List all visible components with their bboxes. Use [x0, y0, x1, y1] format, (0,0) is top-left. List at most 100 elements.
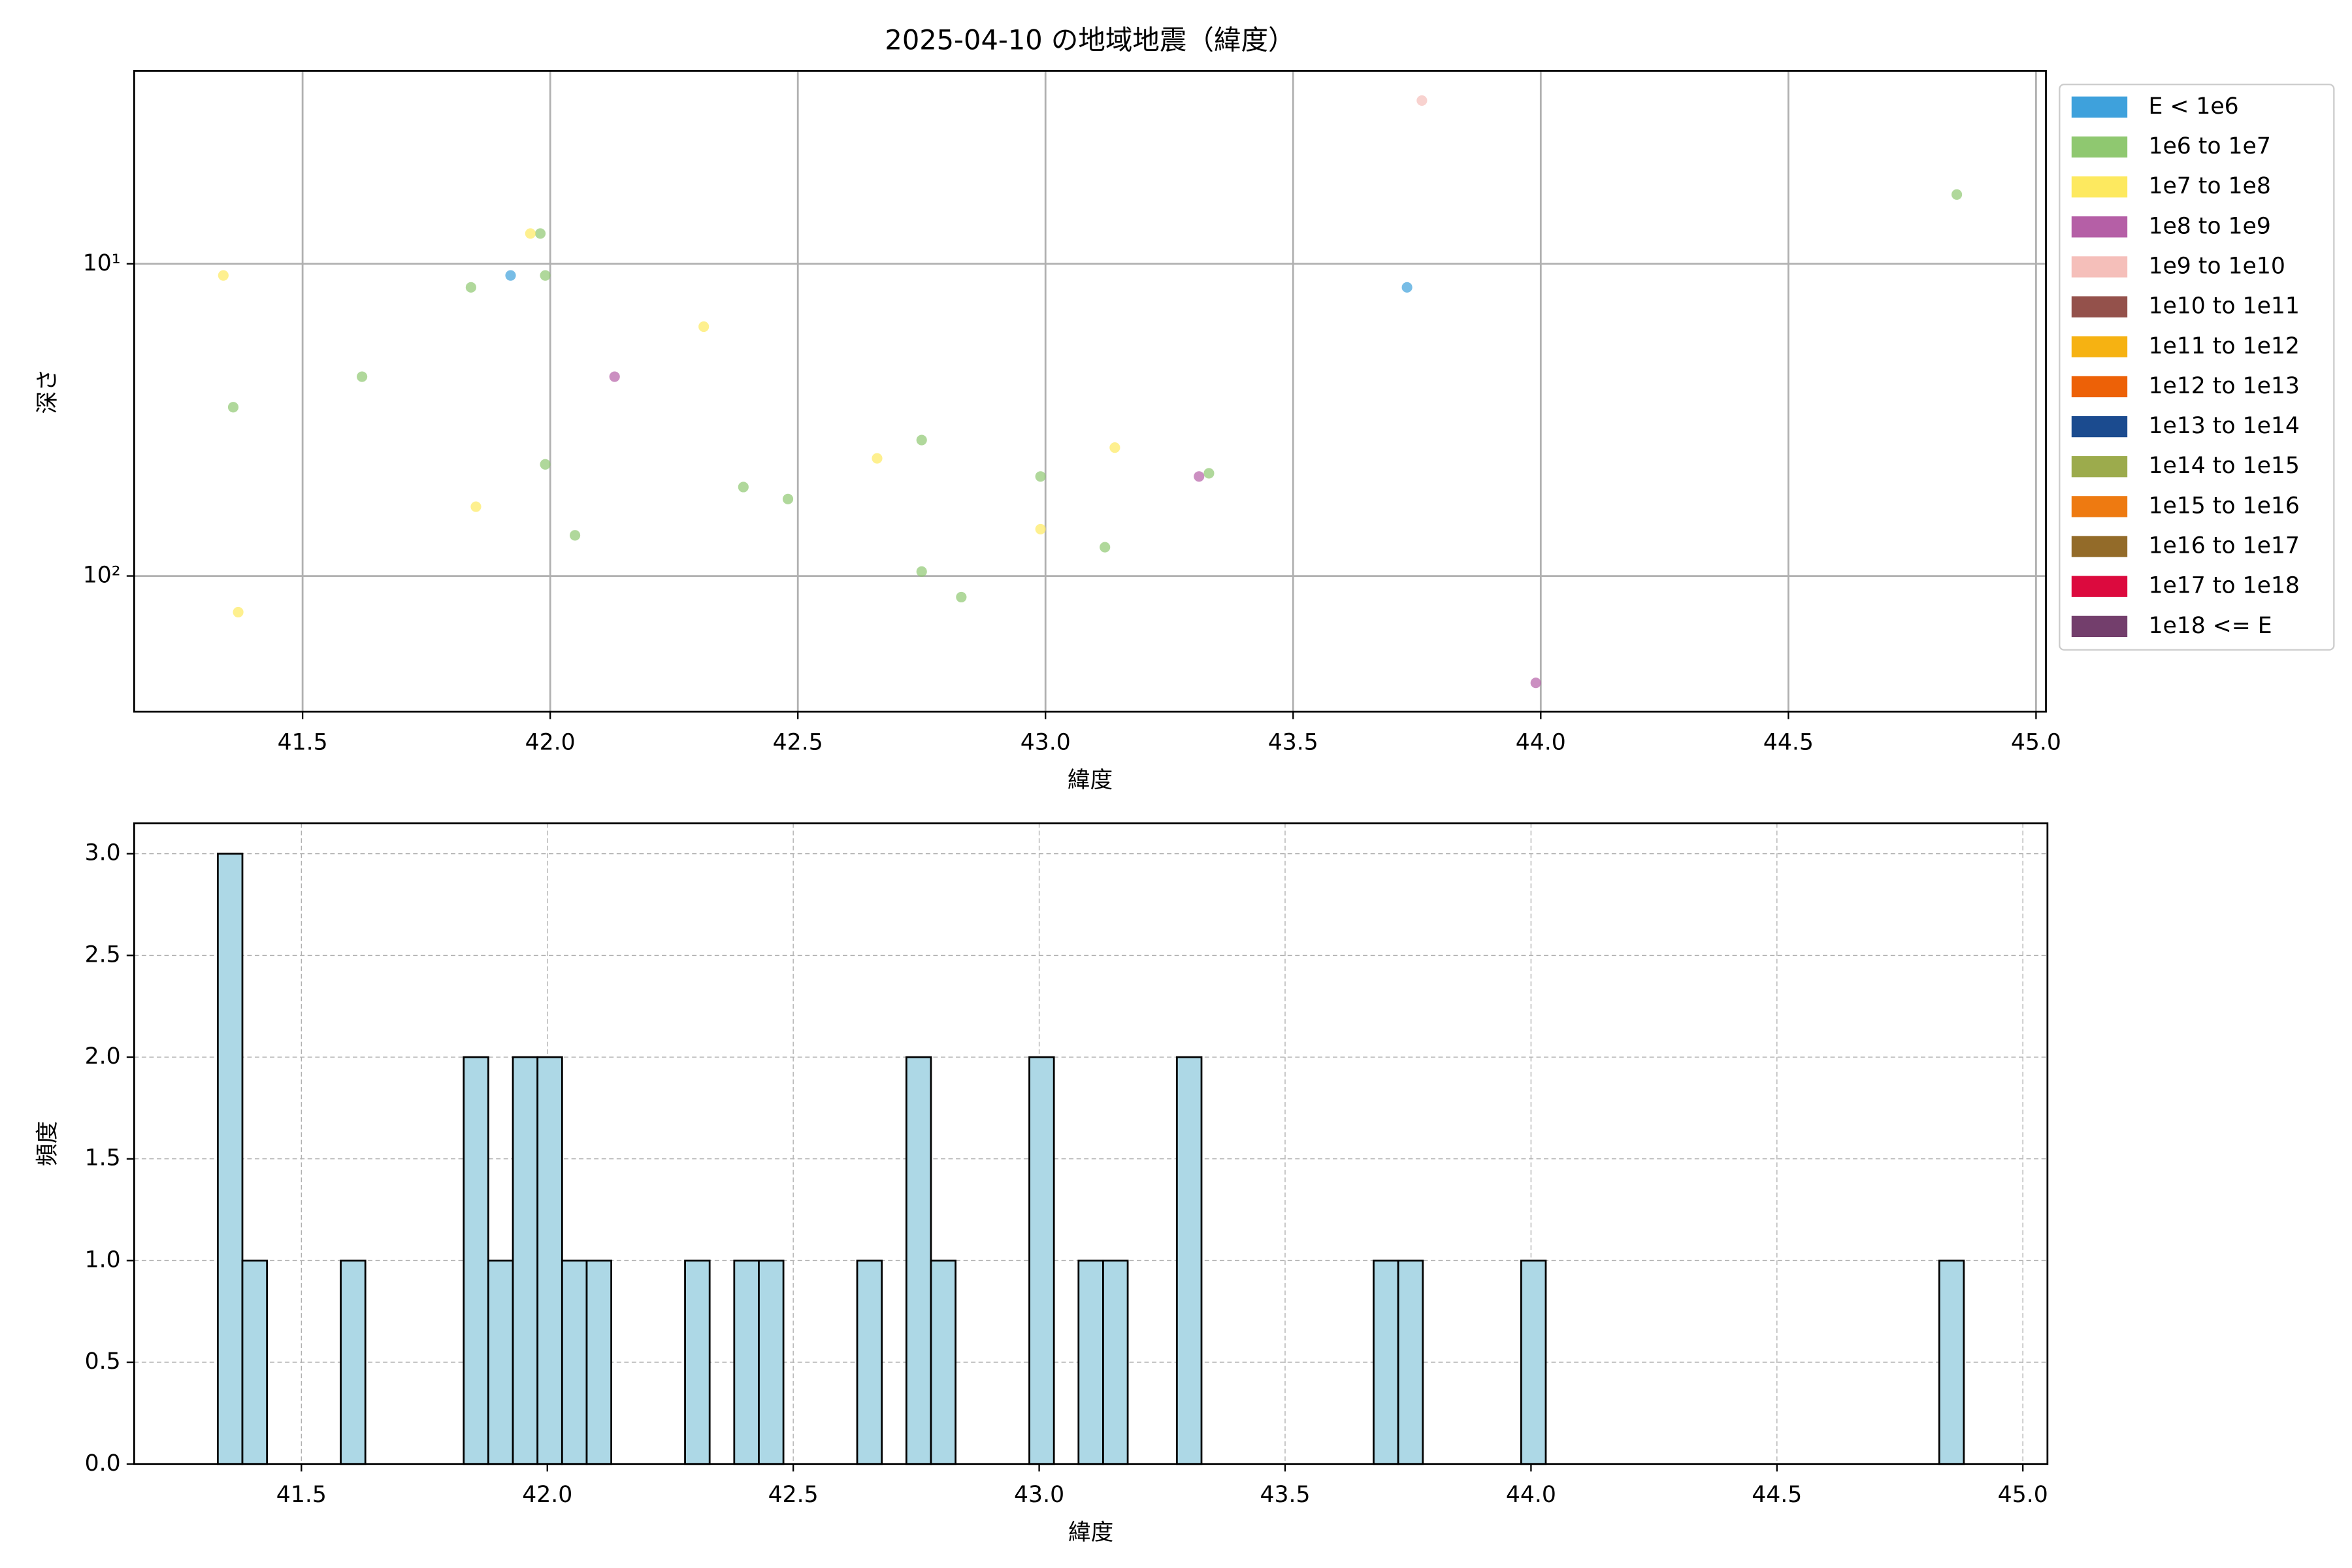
x-tick-label: 44.0 [1506, 1482, 1556, 1508]
x-tick-label: 45.0 [2011, 730, 2061, 756]
legend-label: E < 1e6 [2148, 93, 2238, 120]
point [916, 434, 927, 446]
x-axis-label: 緯度 [1068, 767, 1113, 793]
point [872, 453, 883, 464]
x-tick-label: 42.5 [768, 1482, 819, 1508]
point [227, 402, 239, 413]
point [505, 270, 516, 281]
point [1203, 468, 1215, 479]
legend-label: 1e16 to 1e17 [2148, 533, 2299, 559]
point [465, 282, 476, 293]
bar [536, 1056, 563, 1465]
legend-swatch [2071, 536, 2128, 557]
legend-swatch [2071, 176, 2128, 198]
legend-label: 1e13 to 1e14 [2148, 413, 2299, 439]
point [357, 371, 368, 382]
legend-box [2059, 84, 2335, 651]
x-tick-label: 43.0 [1014, 1482, 1064, 1508]
point [569, 530, 581, 541]
point [1194, 471, 1205, 482]
bar [1938, 1260, 1965, 1465]
y-tick-label: 2.5 [85, 941, 121, 968]
x-tick-label: 43.0 [1021, 730, 1071, 756]
y-tick-label: 2.0 [85, 1043, 121, 1070]
bar [1028, 1056, 1055, 1465]
legend-swatch [2071, 416, 2128, 438]
bar [561, 1260, 588, 1465]
x-tick-label: 43.5 [1268, 730, 1318, 756]
point [738, 482, 749, 493]
point [956, 591, 967, 603]
legend-swatch [2071, 496, 2128, 517]
point [233, 606, 244, 618]
bar [340, 1260, 367, 1465]
point [540, 270, 551, 281]
bar [241, 1260, 269, 1465]
legend-swatch [2071, 576, 2128, 597]
point [1035, 523, 1046, 534]
y-tick-label: 0.0 [85, 1450, 121, 1477]
point [534, 228, 546, 239]
point [609, 371, 620, 382]
legend-swatch [2071, 615, 2128, 637]
bar [512, 1056, 539, 1465]
x-tick-label: 44.5 [1763, 730, 1814, 756]
legend-swatch [2071, 456, 2128, 478]
bar [1102, 1260, 1129, 1465]
y-tick-label: 1.0 [85, 1247, 121, 1273]
point [1100, 542, 1111, 553]
y-tick-label: 1.5 [85, 1145, 121, 1171]
bar [930, 1260, 956, 1465]
legend-label: 1e15 to 1e16 [2148, 493, 2299, 519]
legend-label: 1e12 to 1e13 [2148, 373, 2299, 399]
x-tick-label: 43.5 [1260, 1482, 1310, 1508]
point [1952, 189, 1963, 200]
bar [487, 1260, 514, 1465]
legend-swatch [2071, 136, 2128, 158]
point [525, 228, 536, 239]
y-tick-label: 10¹ [83, 250, 121, 276]
bar [758, 1260, 785, 1465]
y-axis-label: 深さ [35, 368, 61, 414]
legend-label: 1e7 to 1e8 [2148, 173, 2270, 199]
bar [585, 1260, 613, 1465]
legend-swatch [2071, 336, 2128, 357]
legend-label: 1e11 to 1e12 [2148, 333, 2299, 359]
legend-label: 1e10 to 1e11 [2148, 293, 2299, 319]
bar [463, 1056, 489, 1465]
legend-label: 1e6 to 1e7 [2148, 133, 2270, 159]
legend-swatch [2071, 96, 2128, 118]
point [1416, 95, 1428, 106]
bar [1520, 1260, 1547, 1465]
legend-swatch [2071, 256, 2128, 278]
legend-swatch [2071, 296, 2128, 318]
x-tick-label: 45.0 [1998, 1482, 2048, 1508]
x-tick-label: 41.5 [276, 1482, 327, 1508]
point [470, 501, 482, 512]
point [1401, 282, 1413, 293]
point [1035, 471, 1046, 482]
x-tick-label: 41.5 [278, 730, 328, 756]
bar [905, 1056, 932, 1465]
plot-frame [133, 822, 2049, 1465]
point [916, 566, 927, 577]
bar [856, 1260, 883, 1465]
x-tick-label: 44.5 [1752, 1482, 1802, 1508]
y-tick-label: 0.5 [85, 1348, 121, 1375]
plot-frame [133, 70, 2047, 713]
x-tick-label: 42.0 [525, 730, 576, 756]
bar [1077, 1260, 1104, 1465]
legend-swatch [2071, 376, 2128, 398]
bar [1175, 1056, 1203, 1465]
legend-label: 1e8 to 1e9 [2148, 213, 2270, 239]
legend-swatch [2071, 216, 2128, 238]
point [782, 493, 794, 504]
y-axis-label: 頻度 [35, 1121, 61, 1166]
point [540, 459, 551, 470]
x-tick-label: 44.0 [1516, 730, 1566, 756]
legend-label: 1e14 to 1e15 [2148, 453, 2299, 479]
bar [1397, 1260, 1424, 1465]
x-tick-label: 42.0 [522, 1482, 572, 1508]
